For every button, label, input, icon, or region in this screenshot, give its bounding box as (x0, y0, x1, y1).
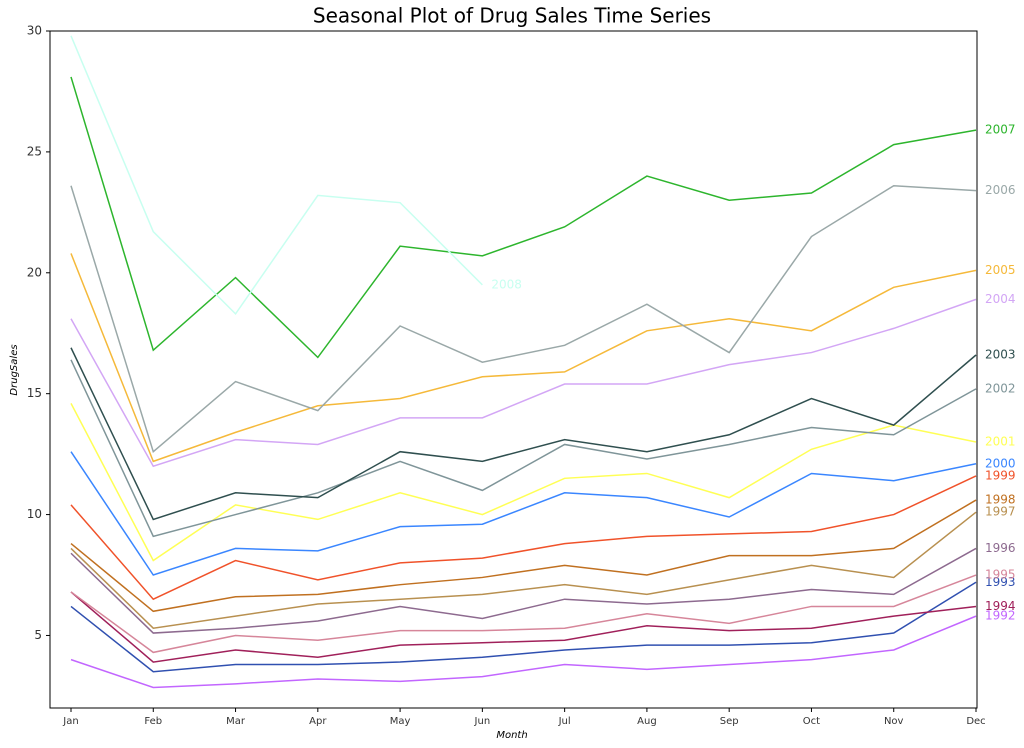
series-label: 2002 (985, 381, 1016, 395)
series-label: 1993 (985, 575, 1016, 589)
series-label: 2008 (491, 277, 522, 291)
x-tick-label: Jun (474, 716, 491, 727)
series-line (70, 574, 977, 654)
y-tick-label: 5 (34, 628, 42, 642)
series-label: 1999 (985, 468, 1016, 482)
x-tick-label: Aug (637, 716, 657, 727)
series-line (70, 615, 977, 689)
series-label: 1992 (985, 609, 1016, 623)
series-line (70, 591, 977, 663)
x-tick-label: Nov (884, 716, 904, 727)
series-label: 1998 (985, 493, 1016, 507)
y-tick-label: 20 (27, 265, 42, 279)
y-tick-label: 30 (27, 24, 42, 38)
plot-frame (49, 30, 978, 709)
series-line (70, 451, 977, 576)
x-tick-label: Oct (803, 716, 820, 727)
series-label: 2007 (985, 123, 1016, 137)
series-line (70, 184, 977, 454)
series-label: 2006 (985, 183, 1016, 197)
y-axis-label: DrugSales (9, 344, 20, 395)
series-line (70, 35, 483, 316)
series-line (70, 298, 977, 468)
x-tick-label: Jul (558, 716, 571, 727)
x-tick-label: Feb (144, 716, 162, 727)
series-line (70, 253, 977, 463)
series-line (70, 499, 977, 613)
x-tick-label: May (390, 716, 411, 727)
series-line (70, 511, 977, 630)
x-tick-label: Dec (966, 716, 985, 727)
y-tick-label: 25 (27, 144, 42, 158)
series-label: 2001 (985, 435, 1016, 449)
x-axis-label: Month (496, 730, 527, 741)
x-tick-label: Mar (226, 716, 246, 727)
series-line (70, 76, 977, 359)
series-line (70, 547, 977, 634)
series-label: 2005 (985, 263, 1016, 277)
series-label: 2000 (985, 456, 1016, 470)
series-label: 1994 (985, 599, 1016, 613)
x-tick-label: Apr (309, 716, 327, 727)
series-label: 1996 (985, 541, 1016, 555)
y-tick-label: 15 (27, 386, 42, 400)
series-label: 2003 (985, 347, 1016, 361)
series-line (70, 403, 977, 562)
series-label: 2004 (985, 292, 1016, 306)
series-line (70, 581, 977, 673)
series-line (70, 347, 977, 521)
chart-title: Seasonal Plot of Drug Sales Time Series (313, 4, 711, 28)
x-tick-label: Jan (62, 716, 78, 727)
x-tick-label: Sep (720, 716, 739, 727)
series-line (70, 359, 977, 538)
y-tick-label: 10 (27, 507, 42, 521)
series-line (70, 475, 977, 601)
series-label: 1995 (985, 568, 1016, 582)
series-label: 1997 (985, 505, 1016, 519)
